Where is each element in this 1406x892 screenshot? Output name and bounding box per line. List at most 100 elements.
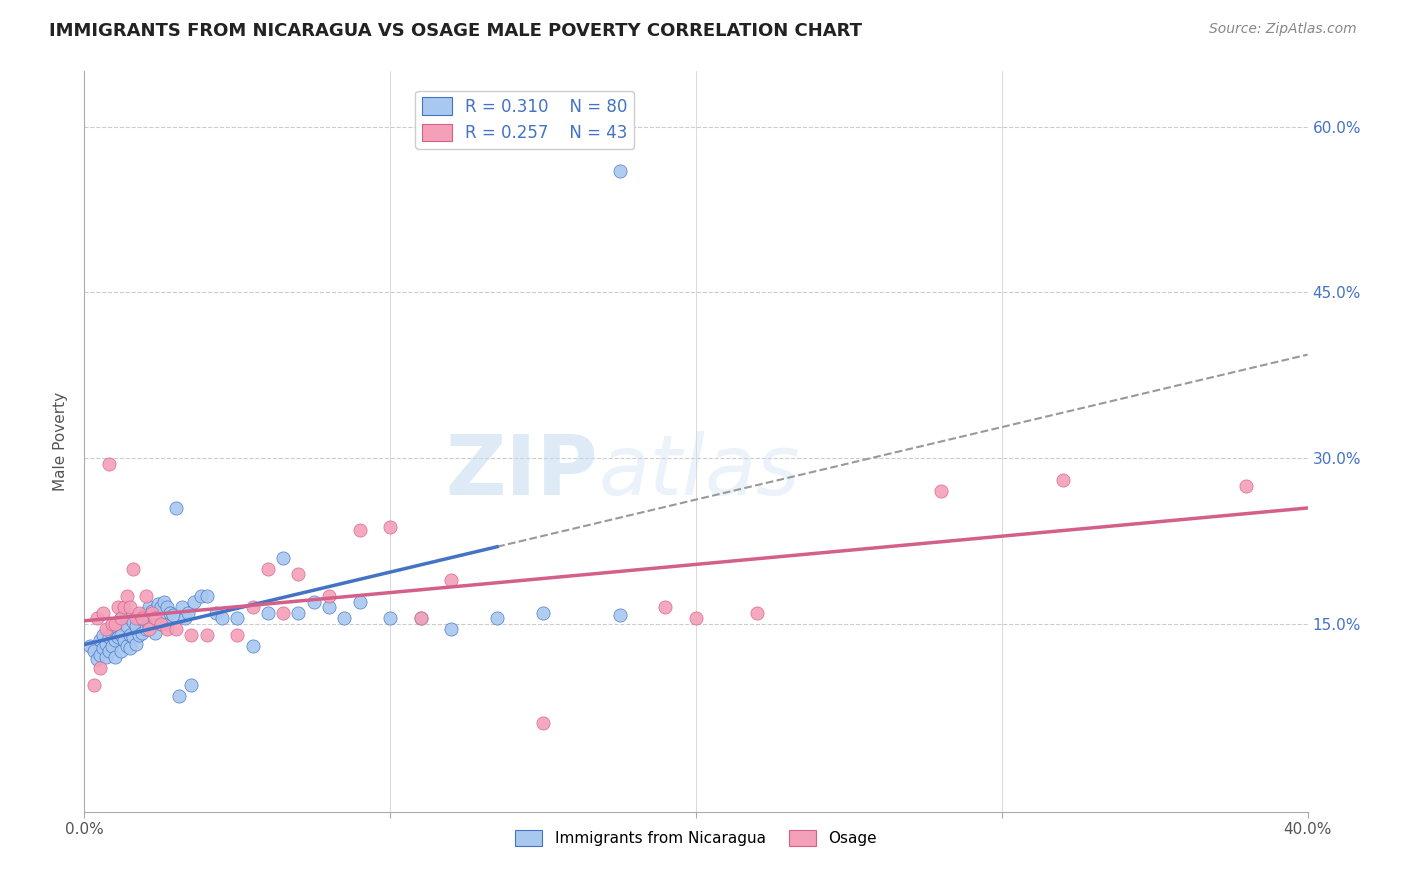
Point [112,600,135,615]
Point [94,650,117,665]
Point [162,607,184,622]
Point [159,606,181,620]
Text: atlas: atlas [598,431,800,512]
Text: ZIP: ZIP [446,431,598,512]
Point [183,595,205,609]
Point [101,625,124,640]
Point [302,595,325,609]
Point [226,628,249,642]
Point [143,607,166,622]
Point [107,630,129,644]
Point [156,623,179,637]
Point [409,611,432,625]
Point [165,500,187,515]
Point [211,611,233,625]
Point [257,561,280,575]
Point [318,589,340,603]
Point [349,523,371,537]
Point [138,600,160,615]
Point [409,611,432,625]
Point [929,484,952,499]
Point [125,637,148,651]
Point [89,633,111,648]
Text: Source: ZipAtlas.com: Source: ZipAtlas.com [1209,22,1357,37]
Point [128,611,150,625]
Point [120,628,142,642]
Point [138,619,160,633]
Point [146,615,169,629]
Point [91,641,114,656]
Point [131,607,153,622]
Point [94,637,117,651]
Point [110,644,132,658]
Point [94,623,117,637]
Point [138,623,160,637]
Point [104,633,127,648]
Point [112,633,135,648]
Point [135,589,157,603]
Point [531,716,554,731]
Point [143,611,166,625]
Point [107,616,129,631]
Point [156,600,179,615]
Point [112,607,135,622]
Point [205,606,228,620]
Point [141,604,163,618]
Point [349,595,371,609]
Point [120,600,142,615]
Point [271,606,294,620]
Point [486,611,509,625]
Point [153,595,176,609]
Point [125,611,148,625]
Point [1236,479,1258,493]
Point [97,644,120,658]
Point [101,639,124,653]
Point [149,616,172,631]
Point [609,163,631,178]
Point [107,600,129,615]
Point [1052,473,1074,487]
Point [104,650,127,665]
Point [165,623,187,637]
Point [89,661,111,675]
Point [149,600,172,615]
Point [440,623,463,637]
Point [609,607,631,622]
Point [131,611,153,625]
Point [318,600,340,615]
Point [195,589,218,603]
Point [122,561,145,575]
Point [128,606,150,620]
Point [120,641,142,656]
Point [156,616,179,631]
Point [131,625,153,640]
Point [83,644,105,658]
Point [101,616,124,631]
Point [79,639,101,653]
Point [242,600,264,615]
Point [135,606,157,620]
Point [115,589,138,603]
Point [104,619,127,633]
Point [190,589,212,603]
Point [135,623,157,637]
Point [149,616,172,631]
Point [110,611,132,625]
Point [115,619,138,633]
Point [531,606,554,620]
Point [380,611,402,625]
Point [83,678,105,692]
Point [86,652,108,666]
Point [167,689,190,703]
Point [333,611,356,625]
Point [141,606,163,620]
Text: IMMIGRANTS FROM NICARAGUA VS OSAGE MALE POVERTY CORRELATION CHART: IMMIGRANTS FROM NICARAGUA VS OSAGE MALE … [49,22,862,40]
Point [143,625,166,640]
Point [89,648,111,662]
Point [97,457,120,471]
Point [380,519,402,533]
Point [122,630,145,644]
Point [654,600,676,615]
Point [115,639,138,653]
Point [180,678,202,692]
